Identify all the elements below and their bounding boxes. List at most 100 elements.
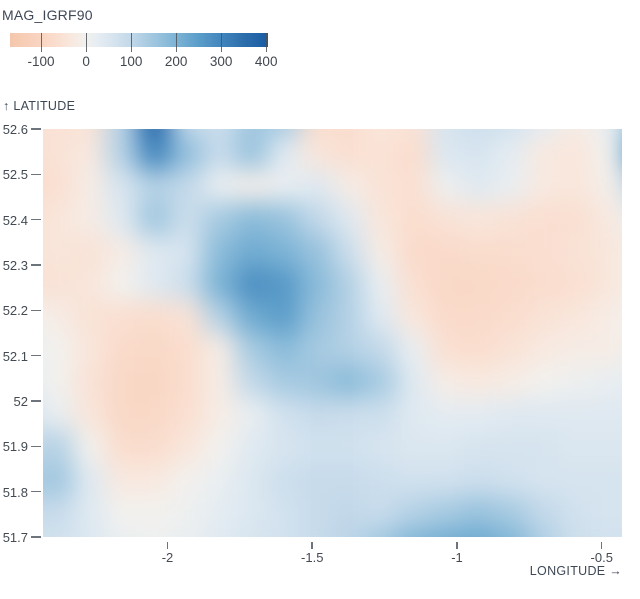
heatmap-cell [105,528,138,537]
legend-color-bar [10,33,268,47]
heatmap-cell [73,528,106,537]
heatmap-cell [462,528,495,537]
y-tick-label: 52.3 [2,258,28,273]
heatmap-cell [267,129,301,138]
heatmap-cell [527,430,560,464]
heatmap-cell [429,398,463,431]
heatmap-cell [170,528,203,537]
heatmap-cell [494,463,528,497]
heatmap-cell [332,137,365,170]
heatmap-cell [332,332,365,366]
heatmap-cell [527,463,560,497]
heatmap-cell [267,496,301,529]
heatmap-cell [300,267,333,301]
heatmap-cell [462,202,495,236]
heatmap-cell [527,528,560,537]
heatmap-cell [267,332,301,366]
y-tick-label: 51.7 [2,530,28,545]
heatmap-cell [364,235,398,268]
heatmap-cell [332,365,365,399]
heatmap-cell [429,300,463,333]
heatmap-cell [170,235,203,268]
heatmap-cell [202,235,236,268]
heatmap-cell [170,332,203,366]
y-tick-label: 51.8 [2,484,28,500]
heatmap-cell [43,137,74,170]
heatmap-plot-area [43,129,622,537]
heatmap-cell [591,365,622,399]
heatmap-cell [527,137,560,170]
heatmap-cell [235,267,268,301]
heatmap-cell [267,137,301,170]
heatmap-cell [397,169,430,203]
x-tick-mark [166,542,169,549]
heatmap-cell [494,430,528,464]
heatmap-cell [494,267,528,301]
heatmap-cell [494,129,528,138]
heatmap-cell [364,332,398,366]
heatmap-cell [332,430,365,464]
heatmap-cell [73,430,106,464]
y-tick-mark [31,490,41,493]
heatmap-cell [73,129,106,138]
heatmap-cell [137,332,171,366]
heatmap-cell [527,235,560,268]
heatmap-cell [73,463,106,497]
x-tick-label: -1 [451,550,463,565]
heatmap-cell [137,137,171,170]
legend-tick-mark [265,33,267,52]
legend-title: MAG_IGRF90 [2,7,93,23]
heatmap-cell [300,202,333,236]
heatmap-cell [429,365,463,399]
heatmap-cell [137,300,171,333]
y-tick-mark [31,218,41,221]
heatmap-cell [559,267,592,301]
x-tick-mark [311,542,313,549]
heatmap-cell [267,463,301,497]
heatmap-cell [332,202,365,236]
heatmap-cell [300,169,333,203]
heatmap-cell [332,169,365,203]
y-tick-mark [31,445,41,448]
heatmap-cell [494,528,528,537]
heatmap-cell [559,398,592,431]
heatmap-cell [43,528,74,537]
heatmap-cell [43,202,74,236]
x-tick-mark [456,542,458,549]
heatmap-cell [300,463,333,497]
y-tick-label: 51.9 [2,439,28,455]
heatmap-cell [73,267,106,301]
heatmap-cell [170,430,203,464]
heatmap-cell [137,267,171,301]
heatmap-cell [527,398,560,431]
heatmap-cell [43,235,74,268]
heatmap-cell [494,137,528,170]
heatmap-cell [494,332,528,366]
heatmap-cell [235,332,268,366]
heatmap-cell [267,430,301,464]
heatmap-cell [559,496,592,529]
y-tick-mark [31,309,41,312]
heatmap-cell [591,129,622,138]
heatmap-cell [397,528,430,537]
heatmap-cell [202,202,236,236]
heatmap-cell [73,202,106,236]
heatmap-cell [397,235,430,268]
heatmap-cell [397,129,430,138]
y-tick-label: 52.4 [2,212,28,228]
heatmap-cell [364,430,398,464]
heatmap-cell [235,129,268,138]
heatmap-cell [462,365,495,399]
heatmap-cell [105,137,138,170]
heatmap-cell [527,169,560,203]
heatmap-cell [170,129,203,138]
heatmap-cell [170,300,203,333]
heatmap-cell [202,398,236,431]
heatmap-cell [429,332,463,366]
heatmap-cell [559,430,592,464]
heatmap-cell [462,430,495,464]
heatmap-cell [43,300,74,333]
heatmap-cell [202,267,236,301]
legend-tick-label: 300 [209,54,233,69]
heatmap-cell [235,169,268,203]
